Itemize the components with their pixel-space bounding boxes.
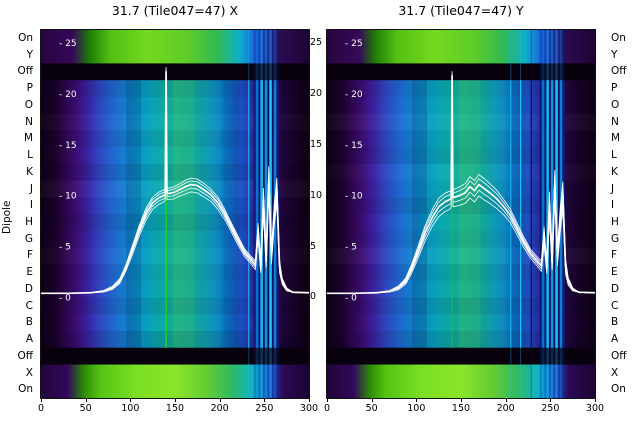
x-tick-mark <box>416 398 418 402</box>
dipole-label: F <box>611 249 618 262</box>
value-tick-label: 25 <box>310 37 323 49</box>
dipole-label: J <box>29 182 33 195</box>
dipole-label: N <box>611 115 619 128</box>
dipole-label: I <box>29 199 33 212</box>
dipole-label: M <box>23 132 33 145</box>
dipole-label: K <box>611 165 618 178</box>
x-tick-mark <box>327 398 328 402</box>
dipole-label: Y <box>611 48 618 61</box>
x-tick-label: 0 <box>323 403 331 414</box>
dipole-label: F <box>26 249 33 262</box>
x-tick-label: 250 <box>255 403 274 414</box>
x-tick-label: 50 <box>365 403 378 414</box>
dipole-label: K <box>26 165 33 178</box>
dipole-label: O <box>611 98 620 111</box>
dipole-label: On <box>611 383 626 396</box>
x-tick-mark <box>175 398 176 402</box>
dipole-label: G <box>24 232 33 245</box>
value-tick-label: 5 <box>310 240 317 252</box>
value-tick-label: 20 <box>310 88 323 100</box>
x-tick-label: 100 <box>407 403 426 414</box>
dipole-label: N <box>25 115 33 128</box>
x-tick-label: 150 <box>165 403 185 414</box>
dipole-label: J <box>611 182 615 195</box>
dipole-label: P <box>26 82 33 95</box>
dipole-label: E <box>26 266 33 279</box>
dipole-label: B <box>25 316 33 329</box>
dipole-label: C <box>611 299 619 312</box>
dipole-label: Off <box>17 349 34 362</box>
x-tick-mark <box>505 398 507 402</box>
dipole-label: On <box>611 32 626 44</box>
dipole-label: D <box>611 282 620 295</box>
x-tick-label: 200 <box>496 403 515 414</box>
x-tick-mark <box>371 398 373 402</box>
dipole-label: B <box>611 316 619 329</box>
dipole-label: O <box>24 98 33 111</box>
dipole-label: I <box>611 199 615 212</box>
dipole-label: P <box>611 82 618 95</box>
x-tick-label: 150 <box>451 403 471 414</box>
x-tick-mark <box>461 398 462 402</box>
x-tick-label: 250 <box>541 403 560 414</box>
dipole-label: E <box>611 266 618 279</box>
dipole-label: On <box>18 383 33 396</box>
dipole-label: L <box>27 149 33 162</box>
dipole-label: H <box>25 216 33 228</box>
value-tick-labels: 25 20 15 10 5 0 <box>310 30 328 398</box>
x-tick-mark <box>130 398 132 402</box>
dipole-label: X <box>25 366 33 379</box>
x-tick-mark <box>219 398 221 402</box>
dipole-label: A <box>25 333 33 346</box>
x-tick-label: 300 <box>585 403 605 414</box>
dipole-label: M <box>611 132 621 145</box>
x-tick-label: 100 <box>121 403 140 414</box>
x-tick-label: 200 <box>210 403 229 414</box>
dipole-labels-left: On Y Off P O N M L K J I H G F E D C B A Off X On <box>0 30 34 398</box>
dipole-label: L <box>611 149 617 162</box>
x-tick-label: 300 <box>299 403 319 414</box>
dipole-label: H <box>611 216 619 228</box>
dipole-label: G <box>611 232 620 245</box>
x-tick-mark <box>264 398 266 402</box>
dipole-label: Off <box>17 65 34 78</box>
x-tick-mark <box>309 398 310 402</box>
x-tick-label: 0 <box>37 403 45 414</box>
x-tick-mark <box>41 398 42 402</box>
dipole-label: Y <box>26 48 33 61</box>
heatmap-canvas-x <box>40 29 310 399</box>
dipole-label: Off <box>611 65 627 78</box>
x-tick-mark <box>550 398 552 402</box>
dipole-label: C <box>25 299 33 312</box>
x-tick-label: 50 <box>79 403 92 414</box>
value-tick-label: 15 <box>310 138 323 150</box>
panel-title-x: 31.7 (Tile047=47) X <box>111 3 239 18</box>
x-tick-mark <box>595 398 596 402</box>
dipole-label: D <box>24 282 33 295</box>
dipole-label: On <box>18 32 33 44</box>
dipole-label: X <box>611 366 619 379</box>
dipole-label: Off <box>611 349 627 362</box>
panel-title-y: 31.7 (Tile047=47) Y <box>398 3 524 18</box>
dipole-label: A <box>611 333 619 346</box>
dipole-labels-right: On Y Off P O N M L K J I H G F E D C B A Off X On <box>611 30 640 398</box>
value-tick-label: 0 <box>310 291 317 303</box>
x-tick-mark <box>85 398 87 402</box>
value-tick-label: 10 <box>310 189 323 201</box>
heatmap-canvas-y <box>326 29 596 399</box>
